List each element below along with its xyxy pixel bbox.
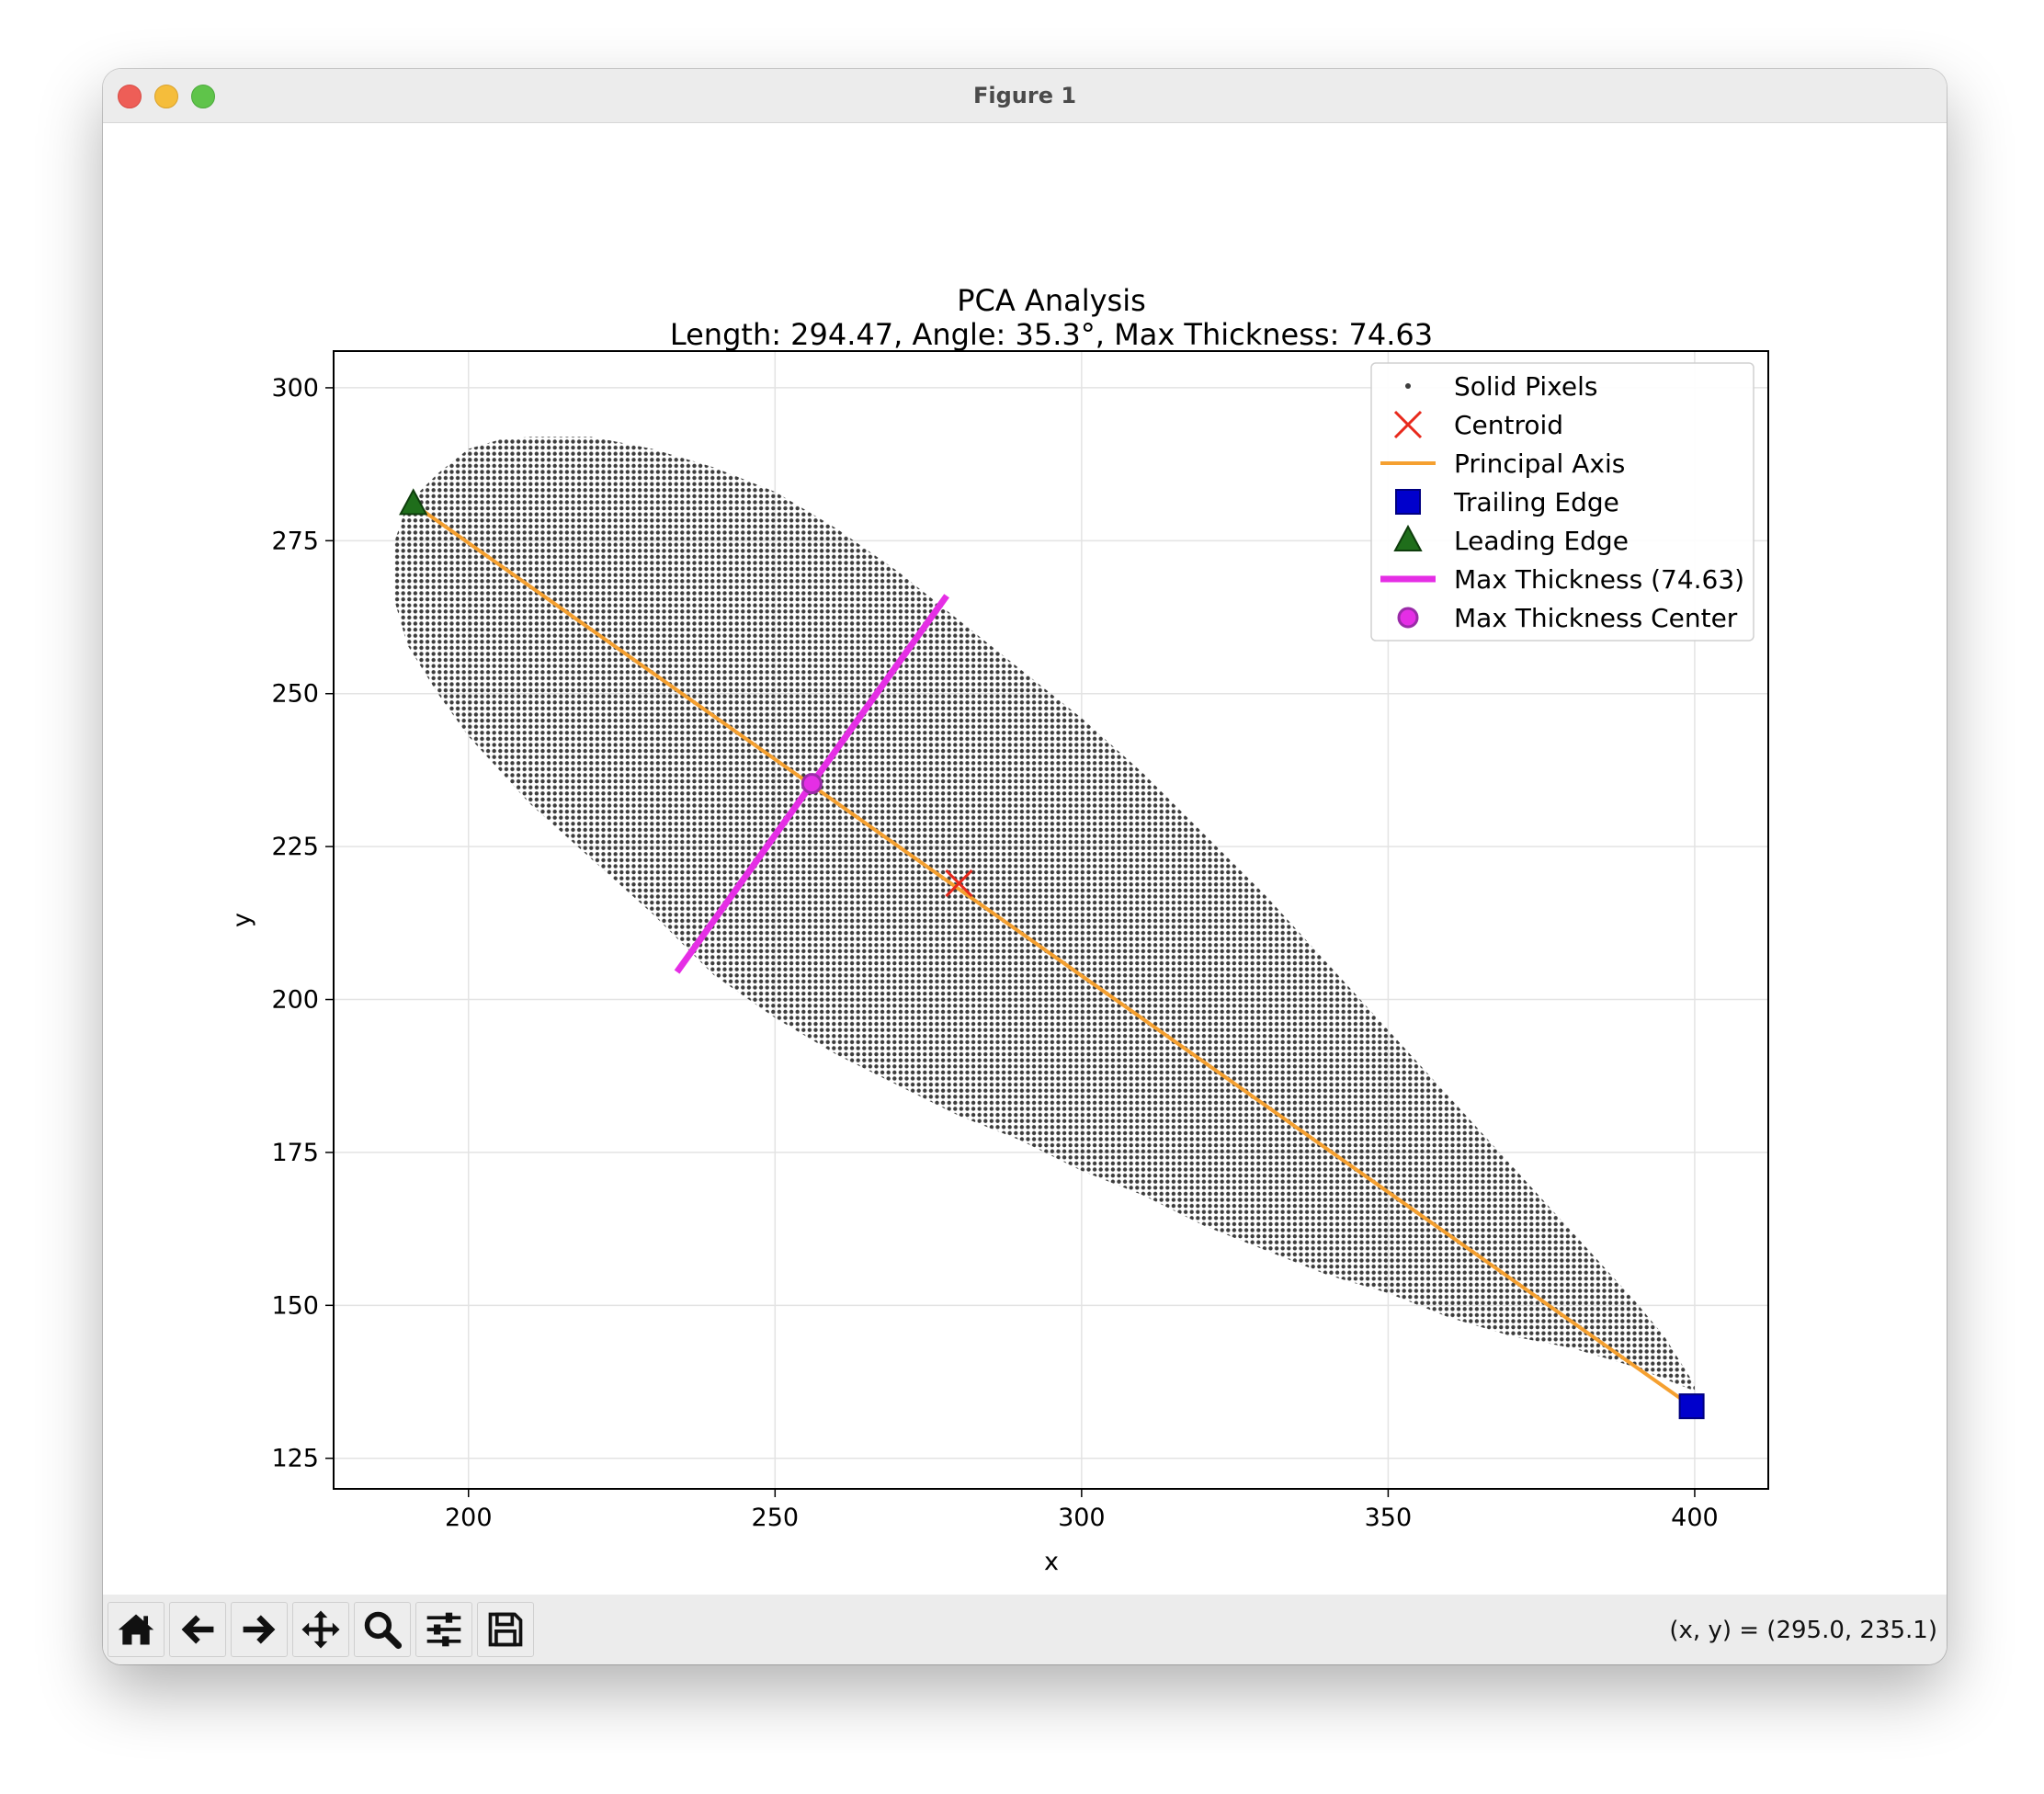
legend-box	[1370, 362, 1754, 642]
arrow-right-icon	[243, 1615, 276, 1644]
configure-subplots-button[interactable]	[415, 1602, 472, 1657]
legend-label: Principal Axis	[1454, 448, 1625, 479]
figure-canvas[interactable]: 200 250 300 350 400 125 150 175 200 225 250 275 300…	[103, 123, 1947, 1595]
arrow-left-icon	[181, 1615, 214, 1644]
figure-window: Figure 1 200 250 300 350 400 125 150 175 200 225…	[103, 69, 1947, 1664]
legend-dot-swatch	[1405, 383, 1411, 389]
data-layer	[394, 437, 1705, 1420]
legend-triangle-swatch	[1393, 524, 1423, 551]
trailing-edge-marker	[1678, 1393, 1705, 1420]
axes-frame	[333, 350, 1769, 1490]
legend-x-swatch	[1393, 410, 1423, 439]
y-tick-label: 225	[271, 833, 319, 861]
minimize-window-button[interactable]	[154, 85, 178, 108]
y-tick-label: 150	[271, 1291, 319, 1320]
legend-label: Centroid	[1454, 410, 1563, 440]
window-title: Figure 1	[972, 83, 1077, 108]
chart-title: PCA Analysis	[957, 283, 1146, 318]
forward-button[interactable]	[231, 1602, 288, 1657]
chart: 200 250 300 350 400 125 150 175 200 225 250 275 300…	[228, 283, 1769, 1576]
floppy-disk-icon	[488, 1612, 523, 1647]
navigation-toolbar: (x, y) = (295.0, 235.1)	[103, 1595, 1947, 1664]
y-axis: 125 150 175 200 225 250 275 300	[271, 374, 334, 1473]
legend-square-swatch	[1395, 489, 1421, 515]
max-thickness-center-marker	[801, 773, 823, 795]
y-tick-label: 125	[271, 1445, 319, 1473]
x-tick-label: 300	[1058, 1504, 1106, 1532]
close-window-button[interactable]	[118, 85, 142, 108]
y-tick-label: 250	[271, 680, 319, 709]
x-tick-label: 400	[1671, 1504, 1719, 1532]
y-tick-label: 300	[271, 374, 319, 403]
legend-label: Max Thickness (74.63)	[1454, 564, 1744, 595]
principal-axis-line	[412, 502, 1693, 1408]
legend-label: Trailing Edge	[1453, 487, 1619, 517]
move-icon	[301, 1610, 340, 1649]
y-axis-label: y	[228, 913, 256, 927]
zoom-button[interactable]	[354, 1602, 411, 1657]
maximize-window-button[interactable]	[191, 85, 215, 108]
legend-label: Max Thickness Center	[1454, 603, 1738, 633]
sliders-icon	[426, 1612, 461, 1647]
legend-circle-swatch	[1397, 607, 1419, 629]
leading-edge-marker	[399, 488, 428, 516]
x-tick-label: 200	[445, 1504, 493, 1532]
x-tick-label: 350	[1365, 1504, 1413, 1532]
legend: Solid Pixels Centroid Principal Axis Traili…	[1370, 362, 1754, 642]
y-tick-label: 200	[271, 986, 319, 1015]
centroid-marker	[945, 869, 973, 898]
solid-pixels-cloud	[394, 437, 1695, 1391]
x-axis: 200 250 300 350 400	[445, 1489, 1719, 1532]
save-button[interactable]	[477, 1602, 534, 1657]
magnifier-icon	[364, 1611, 403, 1650]
back-button[interactable]	[169, 1602, 226, 1657]
x-tick-label: 250	[752, 1504, 800, 1532]
legend-label: Solid Pixels	[1454, 371, 1598, 402]
y-tick-label: 275	[271, 527, 319, 555]
cursor-coordinates: (x, y) = (295.0, 235.1)	[1669, 1617, 1937, 1644]
y-tick-label: 175	[271, 1139, 319, 1167]
home-icon	[118, 1614, 154, 1645]
chart-subtitle: Length: 294.47, Angle: 35.3°, Max Thickn…	[670, 317, 1433, 352]
home-button[interactable]	[108, 1602, 165, 1657]
legend-label: Leading Edge	[1454, 526, 1629, 556]
x-axis-label: x	[1044, 1548, 1059, 1576]
pan-button[interactable]	[292, 1602, 349, 1657]
title-bar: Figure 1	[103, 69, 1947, 123]
